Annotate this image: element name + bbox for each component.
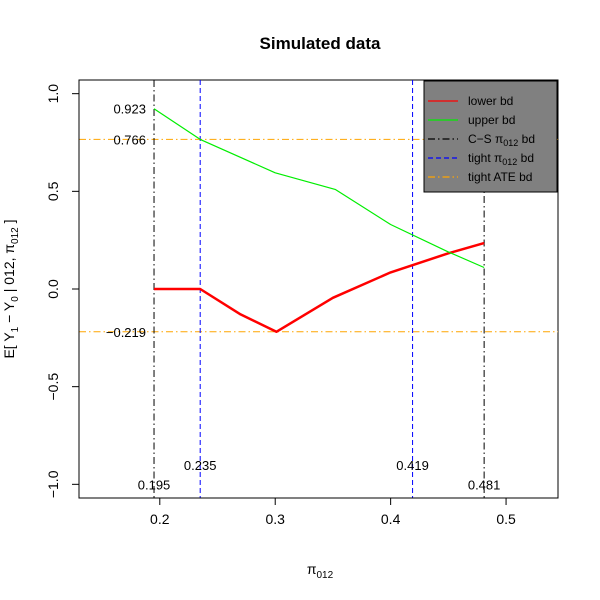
legend-label: tight π012 bd [468, 151, 534, 167]
y-tick-label: 0.5 [45, 181, 61, 201]
y-axis: −1.0 −0.5 0.0 0.5 1.0 [45, 84, 80, 498]
hline-label: −0.219 [106, 325, 146, 340]
vline-label: 0.481 [468, 477, 501, 492]
legend: lower bd upper bd C−S π012 bd tight π012 bd… [423, 80, 558, 193]
legend-box [423, 80, 558, 193]
hline-label: 0.766 [113, 132, 146, 147]
y-tick-label: −0.5 [45, 373, 61, 401]
legend-label: upper bd [468, 113, 515, 127]
series-upper-bd [153, 108, 485, 269]
vline-label: 0.419 [396, 458, 429, 473]
y-tick-label: 0.0 [45, 279, 61, 299]
vline-label: 0.195 [138, 477, 171, 492]
y-axis-label: E[ Y1 − Y0 | 012, π012 ] [1, 219, 21, 358]
x-tick-label: 0.4 [381, 511, 401, 527]
series-lower-bd [154, 241, 485, 334]
x-tick-label: 0.3 [265, 511, 285, 527]
legend-label: C−S π012 bd [468, 132, 535, 148]
y-tick-label: −1.0 [45, 470, 61, 498]
x-axis-label: π012 [307, 561, 334, 581]
series-group [153, 108, 485, 334]
legend-label: lower bd [468, 94, 513, 108]
chart-title: Simulated data [260, 34, 381, 53]
legend-label: tight ATE bd [468, 170, 532, 184]
x-tick-label: 0.2 [150, 511, 170, 527]
vline-label: 0.235 [184, 458, 217, 473]
y-tick-label: 1.0 [45, 84, 61, 104]
x-axis: 0.2 0.3 0.4 0.5 [150, 497, 516, 527]
annotations: 0.766 −0.219 0.195 0.235 0.419 0.481 0.923 [106, 102, 501, 493]
annotation-label: 0.923 [113, 102, 146, 117]
x-tick-label: 0.5 [496, 511, 516, 527]
